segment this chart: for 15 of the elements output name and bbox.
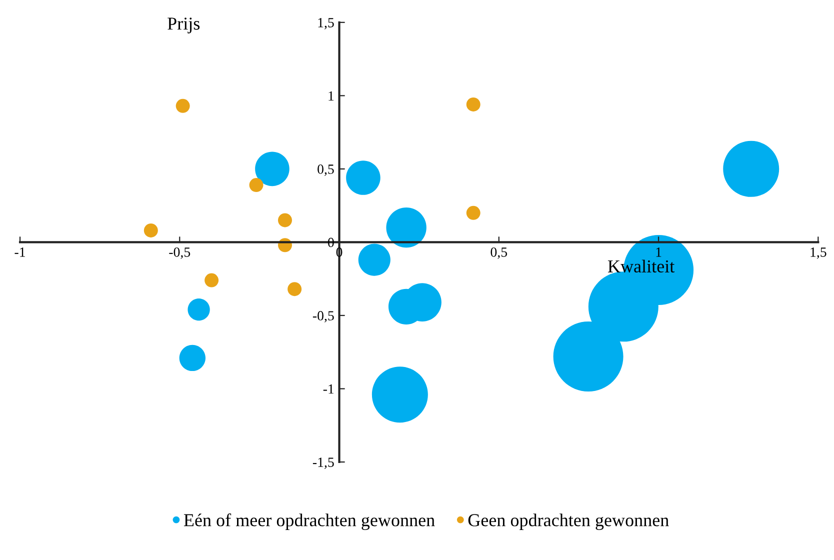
y-tick-label: 1,5 xyxy=(318,18,334,30)
x-tick-label: 0,5 xyxy=(490,247,508,259)
legend-label: Eén of meer opdrachten gewonnen xyxy=(184,513,435,530)
x-tick-label: 1,5 xyxy=(810,248,826,259)
x-tick-label: -0,5 xyxy=(169,247,190,259)
legend-label: Geen opdrachten gewonnen xyxy=(468,514,669,530)
y-tick-label: 0,5 xyxy=(318,164,334,176)
y-tick-label: -0,5 xyxy=(312,311,334,322)
x-tick-label: -1 xyxy=(14,248,25,257)
y-axis-title: Prijs xyxy=(168,18,200,34)
y-tick-label: 0 xyxy=(328,238,334,248)
y-tick-label: 1 xyxy=(328,91,334,100)
y-tick-label: -1,5 xyxy=(312,458,334,469)
y-tick-label: -1 xyxy=(323,384,334,394)
x-tick-label: 1 xyxy=(656,248,662,257)
